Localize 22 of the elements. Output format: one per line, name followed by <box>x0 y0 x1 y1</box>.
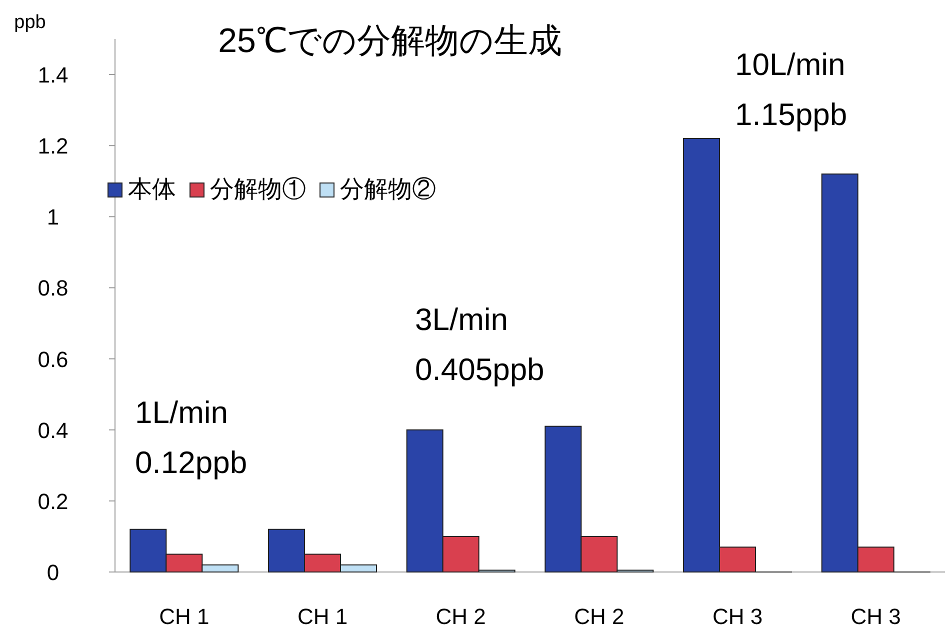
y-tick-label: 1.2 <box>38 134 68 159</box>
chart-title: 25℃での分解物の生成 <box>218 22 562 60</box>
x-tick-label: CH 1 <box>297 604 348 629</box>
x-tick-label: CH 2 <box>574 604 624 629</box>
annotation: 10L/min 1.15ppb <box>735 47 848 132</box>
legend-label: 本体 <box>128 176 176 203</box>
annotation: 1L/min 0.12ppb <box>135 395 248 480</box>
y-tick-label: 0 <box>46 560 60 585</box>
x-tick-label: CH 3 <box>712 604 763 629</box>
y-tick-label: 1 <box>46 204 60 230</box>
x-tick-label: CH 1 <box>159 604 210 629</box>
legend-label: 分解物① <box>210 176 306 203</box>
annotation: 3L/min 0.405ppb <box>415 302 544 387</box>
y-tick-label: 0.2 <box>38 488 68 514</box>
y-tick-label: 0.4 <box>38 418 68 443</box>
y-tick-label: 1.4 <box>38 62 68 88</box>
y-axis-title: ppb <box>14 12 46 33</box>
legend-label: 分解物② <box>340 176 436 203</box>
x-tick-label: CH 3 <box>850 604 901 629</box>
y-tick-label: 0.6 <box>38 346 68 372</box>
x-tick-label: CH 2 <box>436 604 486 629</box>
y-tick-label: 0.8 <box>38 276 68 301</box>
